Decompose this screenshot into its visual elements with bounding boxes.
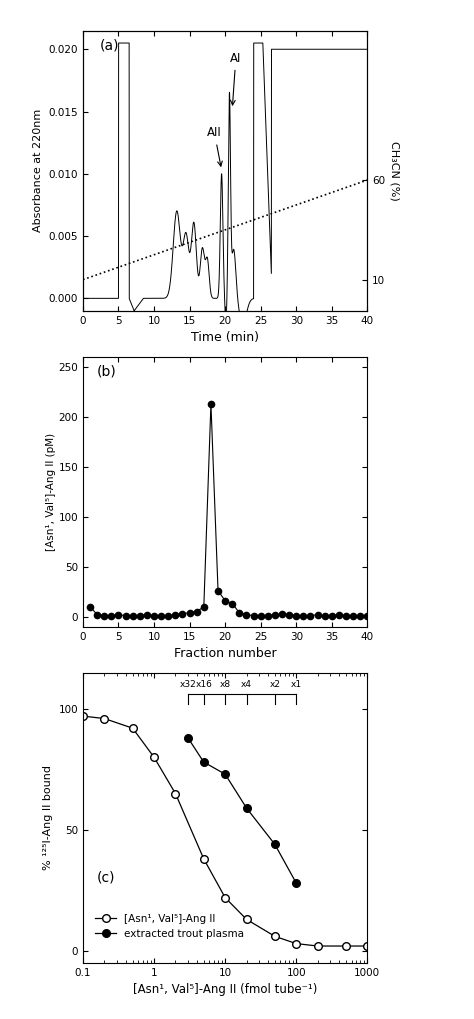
- Text: x2: x2: [269, 681, 280, 690]
- Text: x4: x4: [241, 681, 252, 690]
- Text: x8: x8: [219, 681, 231, 690]
- X-axis label: Time (min): Time (min): [191, 331, 259, 344]
- Legend: [Asn¹, Val⁵]-Ang II, extracted trout plasma: [Asn¹, Val⁵]-Ang II, extracted trout pla…: [91, 910, 248, 944]
- Y-axis label: % ¹²⁵I-Ang II bound: % ¹²⁵I-Ang II bound: [43, 765, 53, 870]
- Text: x16: x16: [195, 681, 212, 690]
- Y-axis label: [Asn¹, Val⁵]-Ang II (pM): [Asn¹, Val⁵]-Ang II (pM): [46, 433, 55, 550]
- Text: AII: AII: [207, 126, 222, 166]
- Y-axis label: CH₃CN (%): CH₃CN (%): [389, 141, 399, 201]
- X-axis label: Fraction number: Fraction number: [174, 647, 276, 660]
- Text: x1: x1: [291, 681, 302, 690]
- Text: (b): (b): [97, 365, 117, 379]
- Text: (c): (c): [97, 870, 116, 884]
- X-axis label: [Asn¹, Val⁵]-Ang II (fmol tube⁻¹): [Asn¹, Val⁵]-Ang II (fmol tube⁻¹): [133, 983, 317, 997]
- Text: x32: x32: [180, 681, 196, 690]
- Text: AI: AI: [230, 52, 241, 105]
- Text: (a): (a): [100, 39, 119, 53]
- Y-axis label: Absorbance at 220nm: Absorbance at 220nm: [33, 109, 43, 232]
